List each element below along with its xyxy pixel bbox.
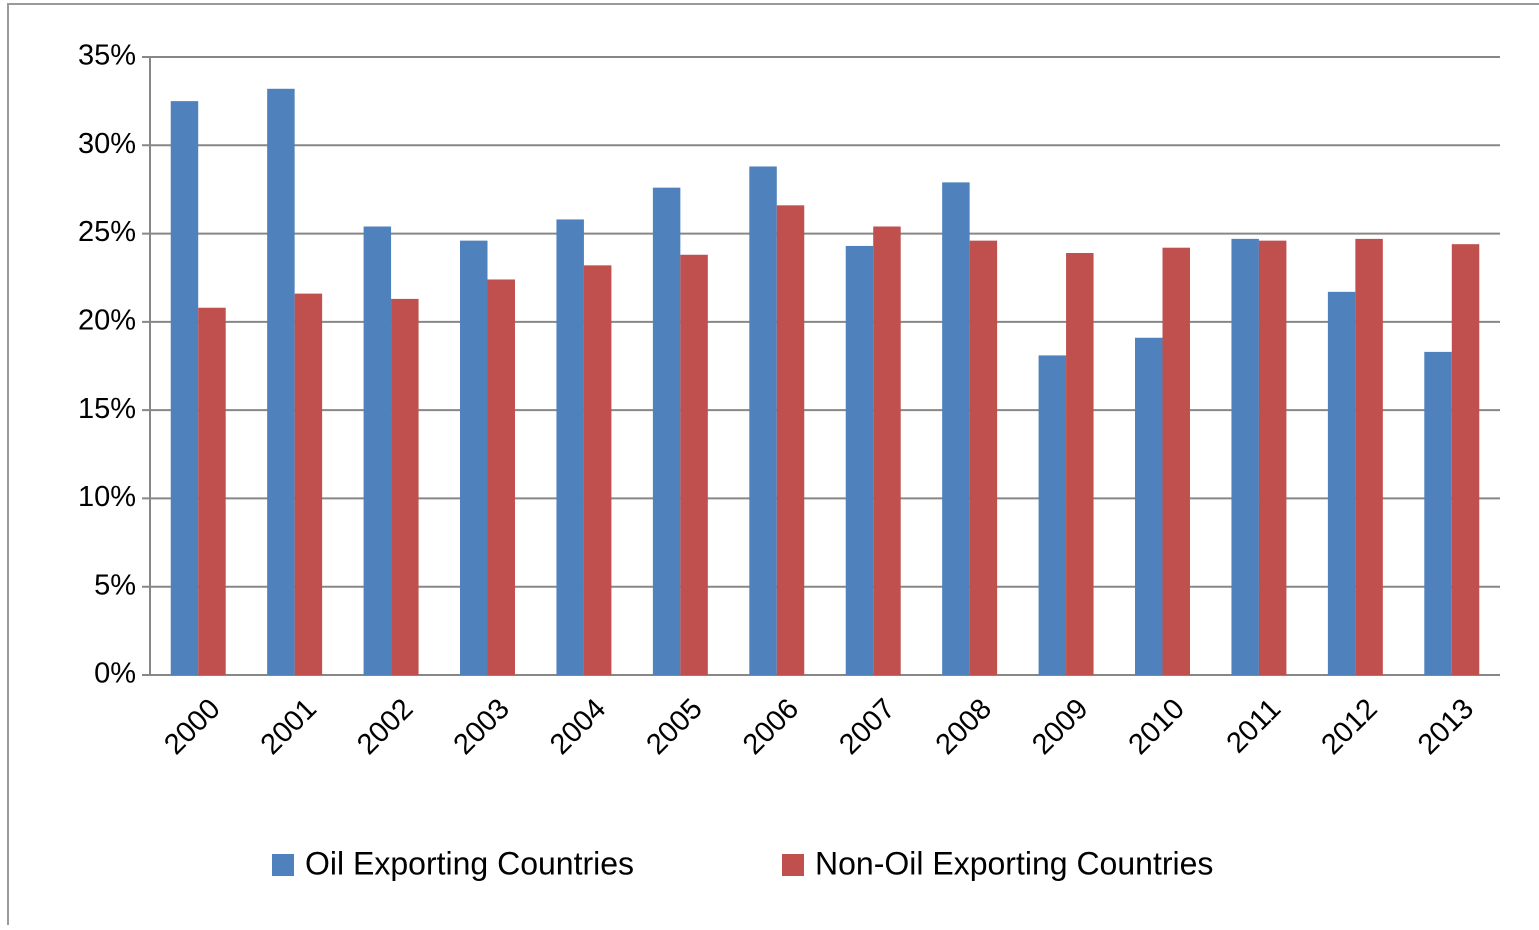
y-tick-label: 35% [78,40,136,72]
bar [873,226,901,675]
bar [942,182,970,675]
bar [487,279,515,675]
legend-swatch [272,854,294,876]
x-tick-label: 2010 [1123,693,1191,761]
bar [680,254,708,675]
x-tick-label: 2003 [448,693,516,761]
bar [652,187,681,676]
bar [1424,351,1452,675]
bar [1135,337,1163,675]
bar [294,293,323,675]
bar [1231,238,1259,675]
x-tick-label: 2007 [833,693,901,761]
bar [363,226,392,675]
x-tick-label: 2006 [737,693,805,761]
x-tick-label: 2012 [1315,693,1383,761]
chart-frame [7,3,1539,930]
bar [845,245,874,675]
bar [749,166,777,675]
y-tick-label: 15% [78,393,136,425]
x-tick-label: 2000 [158,693,226,761]
x-tick-label: 2009 [1026,693,1094,761]
bar [1038,355,1067,675]
bar [1066,252,1094,675]
legend-label: Non-Oil Exporting Countries [815,845,1213,881]
y-tick-label: 20% [78,305,136,337]
y-tick-label: 25% [78,216,136,248]
bar [1355,238,1383,675]
y-tick-label: 0% [94,658,136,690]
bar [969,240,998,676]
bar [776,205,805,675]
bar [1327,291,1356,675]
legend-swatch [782,854,804,876]
legend-label: Oil Exporting Countries [305,845,634,881]
y-tick-label: 10% [78,481,136,513]
x-tick-label: 2013 [1412,693,1480,761]
x-tick-label: 2002 [351,693,419,761]
bar [391,298,419,675]
bar [1162,247,1190,675]
x-tick-label: 2008 [930,693,998,761]
legend: Oil Exporting Countries Non-Oil Exporting… [272,845,1213,881]
bar [583,265,612,675]
bar [556,219,584,675]
bar [460,240,488,676]
y-tick-label: 30% [78,128,136,160]
bar [267,88,295,676]
x-tick-label: 2004 [544,693,612,761]
bar [198,307,226,675]
x-tick-label: 2001 [255,693,323,761]
y-tick-label: 5% [94,569,136,601]
x-tick-label: 2005 [640,693,708,761]
bar [170,101,199,675]
x-tick-label: 2011 [1221,693,1288,760]
bar [1258,240,1287,676]
bar [1451,244,1480,675]
